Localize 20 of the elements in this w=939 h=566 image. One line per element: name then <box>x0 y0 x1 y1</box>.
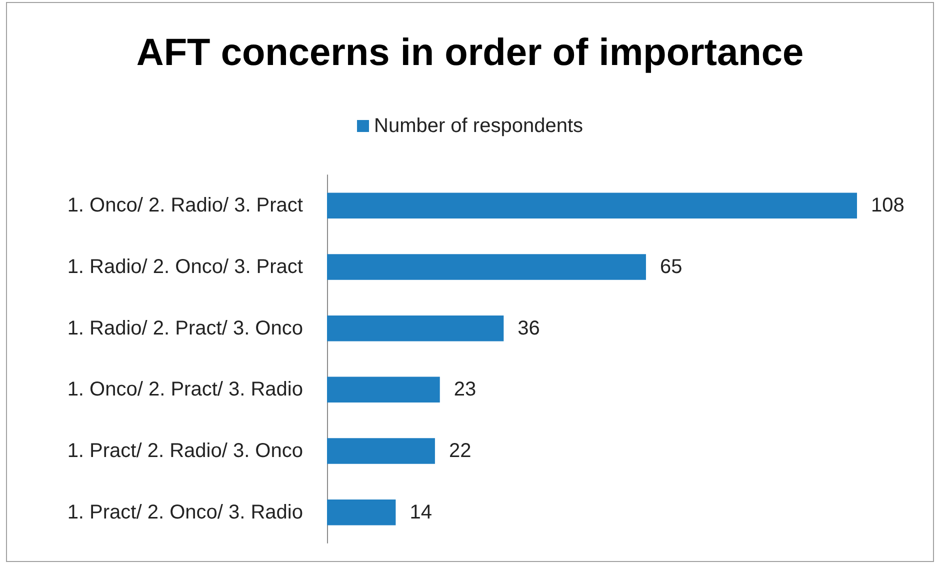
bar <box>327 438 435 464</box>
y-tick-label: 1. Pract/ 2. Radio/ 3. Onco <box>67 440 303 462</box>
legend-label: Number of respondents <box>374 115 584 137</box>
y-tick-label: 1. Onco/ 2. Radio/ 3. Pract <box>67 194 304 217</box>
y-tick-label: 1. Radio/ 2. Pract/ 3. Onco <box>67 317 303 340</box>
bar <box>327 499 396 526</box>
y-tick-label: 1. Pract/ 2. Onco/ 3. Radio <box>67 501 303 524</box>
data-label: 36 <box>518 317 540 340</box>
data-label: 14 <box>410 501 432 524</box>
bar <box>327 254 646 280</box>
bar <box>327 376 440 403</box>
data-label: 65 <box>660 256 682 278</box>
bar <box>327 315 504 342</box>
data-label: 22 <box>448 440 472 462</box>
bar <box>327 192 857 219</box>
data-label: 108 <box>871 194 904 217</box>
data-label: 23 <box>454 378 476 401</box>
y-tick-label: 1. Onco/ 2. Pract/ 3. Radio <box>67 378 303 401</box>
y-tick-label: 1. Radio/ 2. Onco/ 3. Pract <box>67 256 304 278</box>
chart-title: AFT concerns in order of importance <box>136 32 804 74</box>
